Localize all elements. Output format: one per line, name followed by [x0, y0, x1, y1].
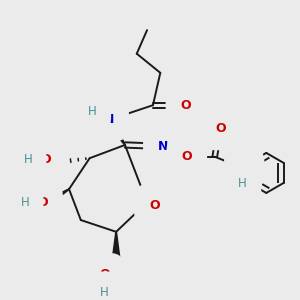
Text: N: N: [103, 113, 114, 126]
Text: H: H: [20, 196, 29, 209]
Text: O: O: [99, 268, 110, 281]
Polygon shape: [106, 118, 125, 145]
Text: H: H: [88, 105, 97, 118]
Text: H: H: [238, 177, 247, 190]
Polygon shape: [39, 189, 69, 210]
Text: O: O: [181, 99, 191, 112]
Text: O: O: [182, 150, 192, 163]
Text: O: O: [215, 122, 226, 135]
Text: O: O: [40, 153, 51, 166]
Text: O: O: [149, 199, 160, 212]
Text: H: H: [23, 153, 32, 166]
Polygon shape: [112, 232, 120, 257]
Text: H: H: [100, 286, 109, 299]
Text: N: N: [158, 140, 168, 153]
Text: O: O: [37, 196, 48, 209]
Text: N: N: [239, 162, 249, 175]
